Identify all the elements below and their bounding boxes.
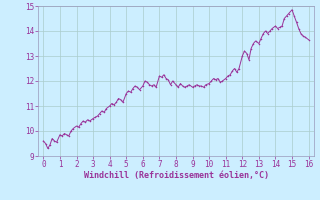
X-axis label: Windchill (Refroidissement éolien,°C): Windchill (Refroidissement éolien,°C) bbox=[84, 171, 268, 180]
